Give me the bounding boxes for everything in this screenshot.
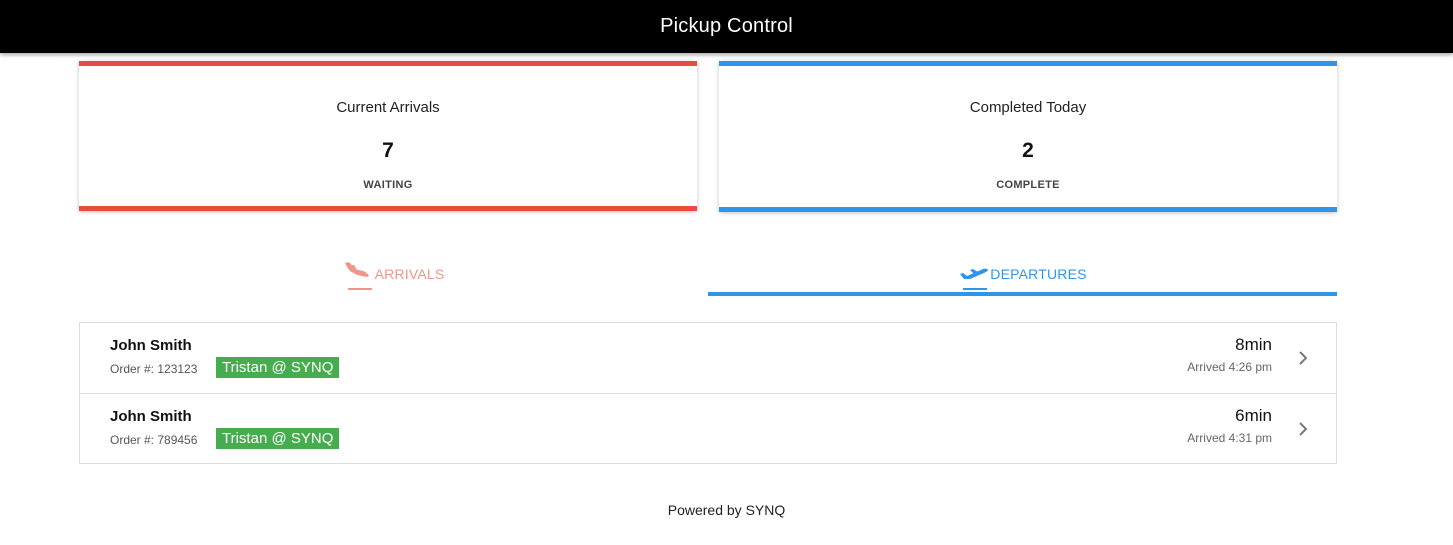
tab-departures[interactable]: DEPARTURES [708,252,1337,296]
completed-today-status: COMPLETE [996,179,1060,191]
wait-time: 8min [1235,335,1272,354]
app-title: Pickup Control [660,15,793,37]
completed-today-title: Completed Today [969,99,1087,116]
arrived-time: Arrived 4:26 pm [1187,360,1272,374]
tab-bar: ARRIVALS DEPARTURES [79,252,1337,296]
tab-departures-label: DEPARTURES [990,266,1087,282]
active-tab-indicator [708,292,1337,296]
footer-powered-by: Powered by SYNQ [667,502,786,518]
current-arrivals-card: Current Arrivals 7 WAITING [79,61,697,211]
pickup-list: John Smith Order #: 123123 Tristan @ SYN… [79,322,1337,464]
list-item[interactable]: John Smith Order #: 789456 Tristan @ SYN… [80,393,1336,463]
arrived-time: Arrived 4:31 pm [1187,431,1272,445]
order-number: Order #: 123123 [110,362,198,376]
tab-arrivals-label: ARRIVALS [374,266,445,282]
plane-landing-icon [343,259,375,293]
customer-name: John Smith [110,337,192,354]
chevron-right-icon[interactable] [1296,420,1310,438]
top-app-bar: Pickup Control [0,0,1453,53]
plane-takeoff-icon [958,259,990,293]
order-number: Order #: 789456 [110,433,198,447]
customer-name: John Smith [110,408,192,425]
completed-today-card: Completed Today 2 COMPLETE [719,61,1337,212]
chevron-right-icon[interactable] [1296,349,1310,367]
current-arrivals-status: WAITING [363,179,413,191]
completed-today-count: 2 [1022,139,1034,162]
assignee-badge: Tristan @ SYNQ [216,357,340,378]
current-arrivals-title: Current Arrivals [336,99,440,116]
assignee-badge: Tristan @ SYNQ [216,428,340,449]
list-item[interactable]: John Smith Order #: 123123 Tristan @ SYN… [80,323,1336,393]
wait-time: 6min [1235,406,1272,425]
current-arrivals-count: 7 [382,139,394,162]
tab-arrivals[interactable]: ARRIVALS [79,252,708,296]
